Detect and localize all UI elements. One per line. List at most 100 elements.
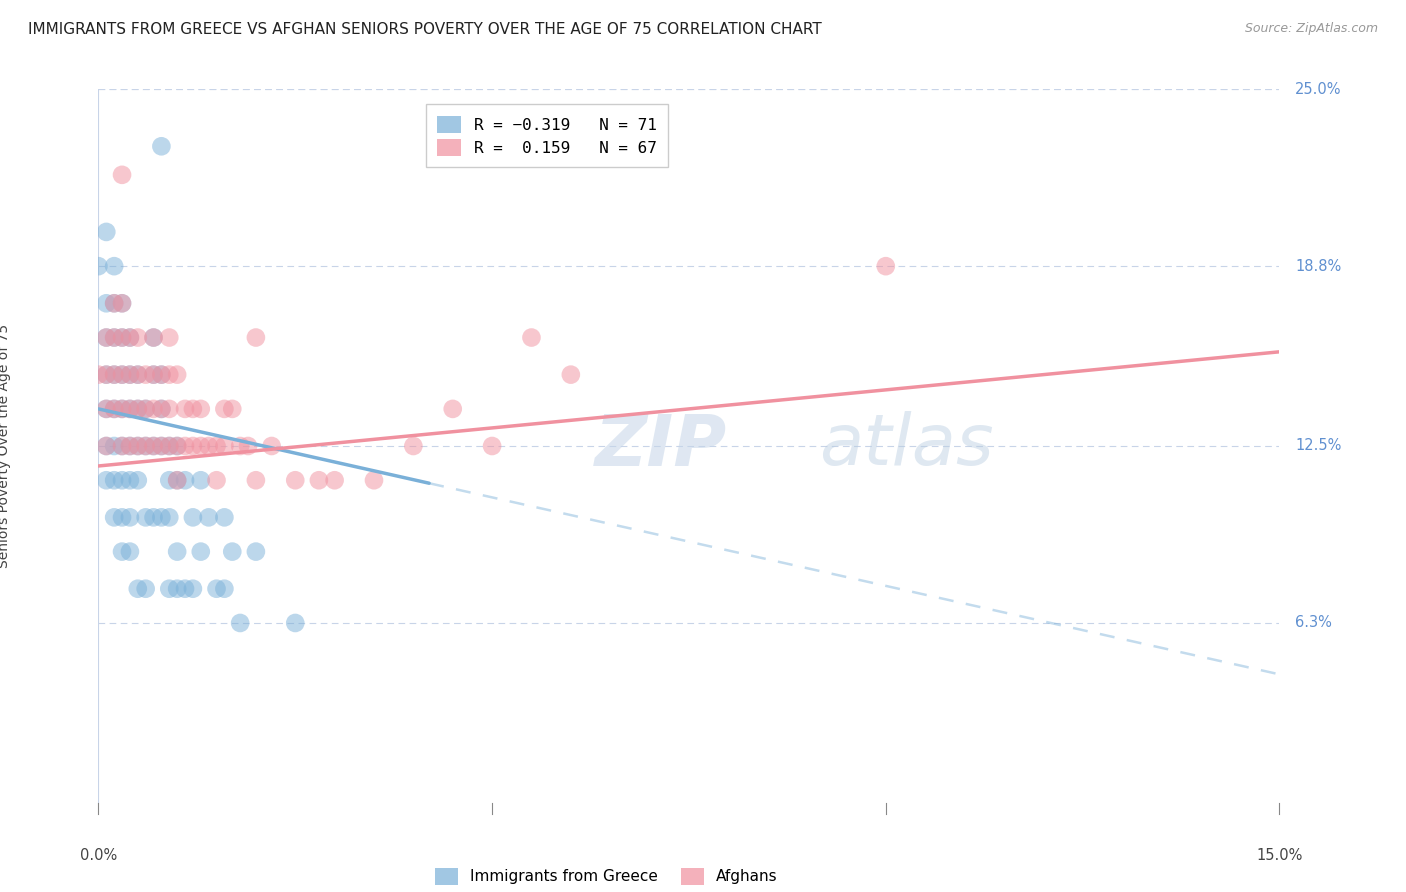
Point — [127, 401, 149, 416]
Point — [190, 401, 212, 416]
Point — [190, 473, 212, 487]
Point — [96, 330, 118, 344]
Point — [157, 401, 180, 416]
Point — [127, 330, 149, 344]
Point — [142, 401, 165, 416]
Point — [157, 330, 180, 344]
Point — [205, 439, 228, 453]
Point — [157, 582, 180, 596]
Point — [221, 544, 243, 558]
Point — [96, 473, 118, 487]
Point — [96, 330, 118, 344]
Point — [166, 439, 188, 453]
Point — [135, 439, 157, 453]
Point — [111, 330, 134, 344]
Point — [308, 473, 330, 487]
Point — [118, 439, 141, 453]
Point — [181, 401, 204, 416]
Point — [127, 401, 149, 416]
Point — [197, 510, 219, 524]
Point — [245, 544, 267, 558]
Point — [111, 401, 134, 416]
Point — [150, 401, 173, 416]
Text: Seniors Poverty Over the Age of 75: Seniors Poverty Over the Age of 75 — [0, 324, 11, 568]
Point — [118, 510, 141, 524]
Legend: Immigrants from Greece, Afghans: Immigrants from Greece, Afghans — [427, 861, 786, 892]
Point — [229, 615, 252, 630]
Point — [103, 401, 125, 416]
Point — [245, 473, 267, 487]
Point — [103, 296, 125, 310]
Point — [214, 582, 236, 596]
Point — [166, 368, 188, 382]
Text: 0.0%: 0.0% — [80, 848, 117, 863]
Point — [157, 368, 180, 382]
Point — [127, 368, 149, 382]
Point — [157, 510, 180, 524]
Text: Source: ZipAtlas.com: Source: ZipAtlas.com — [1244, 22, 1378, 36]
Point — [96, 225, 118, 239]
Point — [103, 401, 125, 416]
Point — [214, 401, 236, 416]
Point — [150, 368, 173, 382]
Point — [111, 296, 134, 310]
Point — [197, 439, 219, 453]
Point — [260, 439, 283, 453]
Point — [118, 330, 141, 344]
Text: atlas: atlas — [818, 411, 994, 481]
Point — [142, 439, 165, 453]
Point — [181, 510, 204, 524]
Point — [481, 439, 503, 453]
Point — [323, 473, 346, 487]
Text: 15.0%: 15.0% — [1257, 848, 1302, 863]
Point — [157, 439, 180, 453]
Point — [103, 439, 125, 453]
Point — [135, 510, 157, 524]
Point — [135, 368, 157, 382]
Point — [520, 330, 543, 344]
Point — [103, 510, 125, 524]
Point — [103, 330, 125, 344]
Point — [96, 401, 118, 416]
Point — [103, 368, 125, 382]
Point — [205, 473, 228, 487]
Text: ZIP: ZIP — [595, 411, 727, 481]
Point — [166, 544, 188, 558]
Text: 25.0%: 25.0% — [1295, 82, 1341, 96]
Point — [96, 296, 118, 310]
Point — [118, 473, 141, 487]
Text: IMMIGRANTS FROM GREECE VS AFGHAN SENIORS POVERTY OVER THE AGE OF 75 CORRELATION : IMMIGRANTS FROM GREECE VS AFGHAN SENIORS… — [28, 22, 823, 37]
Point — [142, 510, 165, 524]
Point — [245, 330, 267, 344]
Point — [174, 473, 197, 487]
Point — [166, 473, 188, 487]
Point — [118, 401, 141, 416]
Point — [284, 615, 307, 630]
Point — [142, 439, 165, 453]
Point — [174, 582, 197, 596]
Text: 6.3%: 6.3% — [1295, 615, 1331, 631]
Point — [111, 544, 134, 558]
Point — [402, 439, 425, 453]
Point — [284, 473, 307, 487]
Point — [118, 368, 141, 382]
Text: 12.5%: 12.5% — [1295, 439, 1341, 453]
Point — [157, 473, 180, 487]
Point — [118, 439, 141, 453]
Point — [111, 473, 134, 487]
Point — [181, 439, 204, 453]
Point — [127, 439, 149, 453]
Point — [103, 473, 125, 487]
Point — [214, 510, 236, 524]
Point — [96, 368, 118, 382]
Point — [118, 330, 141, 344]
Point — [142, 368, 165, 382]
Point — [135, 439, 157, 453]
Point — [111, 439, 134, 453]
Point — [560, 368, 582, 382]
Point — [441, 401, 464, 416]
Point — [150, 368, 173, 382]
Point — [875, 259, 897, 273]
Point — [96, 368, 118, 382]
Point — [236, 439, 259, 453]
